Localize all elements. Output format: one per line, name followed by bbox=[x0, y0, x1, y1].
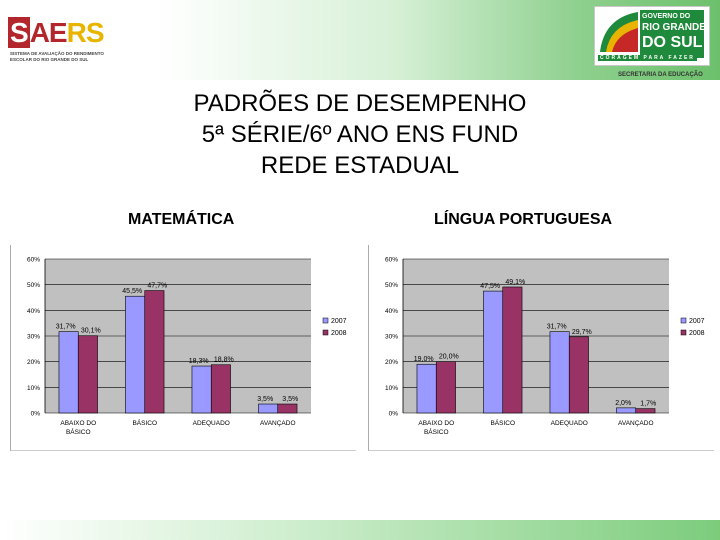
bar-2008 bbox=[144, 290, 165, 414]
data-label: 19,0% bbox=[414, 356, 434, 363]
y-tick-label: 60% bbox=[385, 257, 398, 264]
y-tick-label: 50% bbox=[385, 282, 398, 289]
saers-wordmark: SAERS bbox=[8, 17, 104, 48]
gov-line2: RIO GRANDE bbox=[642, 22, 706, 33]
bar-2007 bbox=[125, 295, 146, 414]
chart-portugues-svg: 0%10%20%30%40%50%60%19,0% 20,0%ABAIXO DOB… bbox=[385, 257, 710, 436]
bar-2008 bbox=[568, 336, 589, 414]
title-line-3: REDE ESTADUAL bbox=[260, 152, 460, 179]
x-tick-label: AVANÇADO bbox=[618, 420, 654, 427]
data-label: 45,5% bbox=[122, 288, 142, 295]
bar-2007 bbox=[58, 331, 79, 414]
chart-matematica: 0% 10% 20% 30% 40% 50% 60% 31,7% 30,1% ABAIXO DO B… bbox=[10, 245, 356, 451]
bar-2008 bbox=[635, 408, 656, 414]
y-tick-label: 40% bbox=[27, 308, 40, 315]
bar-2008 bbox=[502, 286, 523, 414]
y-tick-label: 60% bbox=[27, 257, 40, 264]
x-tick-label: ADEQUADO bbox=[193, 420, 230, 427]
bar-2007 bbox=[483, 290, 504, 414]
chart-title-matematica: MATEMÁTICA bbox=[128, 211, 235, 228]
legend-swatch-2008 bbox=[322, 329, 329, 336]
data-label: 30,1% bbox=[81, 328, 101, 335]
y-tick-label: 10% bbox=[27, 385, 40, 392]
x-tick-label: ABAIXO DO bbox=[418, 420, 454, 427]
legend-swatch-2007 bbox=[680, 317, 687, 324]
government-logo-panel bbox=[640, 10, 704, 58]
data-label: 2,0% bbox=[615, 400, 631, 407]
chart-matematica-svg: 0%10%20%30%40%50%60%31,7%30,1%ABAIXO DOB… bbox=[27, 257, 352, 436]
title-line-1: PADRÕES DE DESEMPENHO bbox=[193, 90, 527, 117]
chart-title-portugues: LÍNGUA PORTUGUESA bbox=[434, 211, 613, 228]
legend-label-2007: 2007 bbox=[689, 318, 705, 325]
data-label: 31,7% bbox=[547, 324, 567, 331]
bar-2008 bbox=[435, 361, 456, 414]
data-label: 29,7% bbox=[572, 329, 592, 336]
x-tick-label: BÁSICO bbox=[132, 418, 157, 427]
data-label: 31,7% bbox=[56, 324, 76, 331]
y-tick-label: 10% bbox=[385, 385, 398, 392]
data-label: 49,1% bbox=[505, 279, 525, 286]
rs-emblem-icon bbox=[600, 12, 638, 52]
legend-label-2008: 2008 bbox=[331, 330, 347, 337]
y-tick-label: 0% bbox=[389, 411, 399, 418]
x-tick-label: ABAIXO DO bbox=[60, 420, 96, 427]
saers-subtitle-line2: ESCOLAR DO RIO GRANDE DO SUL bbox=[10, 57, 89, 62]
page-title: PADRÕES DE DESEMPENHO 5ª SÉRIE/6º ANO EN… bbox=[100, 88, 620, 181]
bar-2007 bbox=[549, 331, 570, 414]
legend-swatch-2007 bbox=[322, 317, 329, 324]
y-tick-label: 20% bbox=[385, 359, 398, 366]
x-tick-label: AVANÇADO bbox=[260, 420, 296, 427]
bar-2007 bbox=[416, 363, 437, 414]
y-tick-label: 0% bbox=[31, 411, 41, 418]
gov-slogan: CORAGEM PARA FAZER bbox=[598, 55, 697, 61]
chart-portugues: 0% 10% 20% 30% 40% 50% 60% 19,0% 20,0% ABAIXO DO B… bbox=[368, 245, 714, 451]
saers-subtitle: SISTEMA DE AVALIAÇÃO DO RENDIMENTO ESCOL… bbox=[10, 51, 122, 63]
y-tick-label: 40% bbox=[385, 308, 398, 315]
saers-subtitle-line1: SISTEMA DE AVALIAÇÃO DO RENDIMENTO bbox=[10, 51, 104, 56]
bar-2007 bbox=[616, 407, 637, 414]
bar-2008 bbox=[77, 335, 98, 414]
data-label: 3,5% bbox=[257, 396, 273, 403]
footer-band bbox=[0, 520, 720, 540]
government-logo: GOVERNO DO RIO GRANDE DO SUL CORAGEM PAR… bbox=[590, 4, 716, 84]
legend-label-2007: 2007 bbox=[331, 318, 347, 325]
bar-2008 bbox=[210, 364, 231, 414]
gov-line1: GOVERNO DO bbox=[642, 13, 691, 20]
data-label: 1,7% bbox=[640, 401, 656, 408]
y-tick-label: 20% bbox=[27, 359, 40, 366]
x-tick-label: BÁSICO bbox=[490, 418, 515, 427]
y-tick-label: 50% bbox=[27, 282, 40, 289]
data-label: 3,5% bbox=[282, 396, 298, 403]
data-label: 18,8% bbox=[214, 357, 234, 364]
bar-2007 bbox=[191, 365, 212, 414]
title-line-2: 5ª SÉRIE/6º ANO ENS FUND bbox=[201, 121, 519, 148]
data-label: 47,7% bbox=[147, 283, 167, 290]
data-label: 47,5% bbox=[480, 283, 500, 290]
gov-department: SECRETARIA DA EDUCAÇÃO bbox=[618, 72, 703, 78]
y-tick-label: 30% bbox=[27, 334, 40, 341]
x-tick-label: ADEQUADO bbox=[551, 420, 588, 427]
legend-swatch-2008 bbox=[680, 329, 687, 336]
data-label: 20,0% bbox=[439, 354, 459, 361]
x-tick-label: BÁSICO bbox=[424, 427, 449, 436]
data-label: 18,3% bbox=[189, 358, 209, 365]
legend-label-2008: 2008 bbox=[689, 330, 705, 337]
gov-line3: DO SUL bbox=[642, 34, 703, 51]
y-tick-label: 30% bbox=[385, 334, 398, 341]
saers-logo: SAERS SISTEMA DE AVALIAÇÃO DO RENDIMENTO… bbox=[8, 17, 122, 66]
bar-2007 bbox=[258, 403, 279, 414]
x-tick-label: BÁSICO bbox=[66, 427, 91, 436]
bar-2008 bbox=[277, 403, 298, 414]
